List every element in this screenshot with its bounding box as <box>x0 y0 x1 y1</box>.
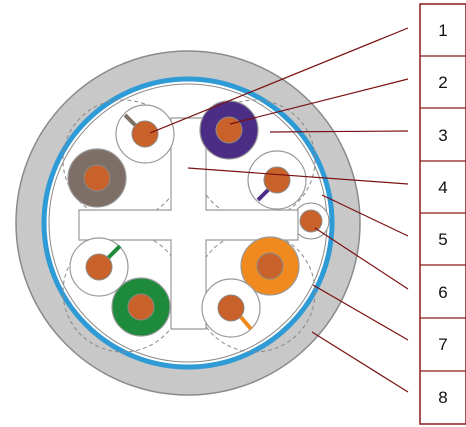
conductor-brown <box>67 148 127 208</box>
label-2: 2 <box>438 73 447 92</box>
label-3: 3 <box>438 126 447 145</box>
leader-lines <box>149 27 409 393</box>
leader-line-3 <box>269 130 409 133</box>
label-7: 7 <box>438 335 447 354</box>
label-8: 8 <box>438 388 447 407</box>
label-5: 5 <box>438 230 447 249</box>
drain-wire <box>299 209 323 233</box>
leader-line-5 <box>321 194 409 237</box>
leader-line-4 <box>187 167 409 185</box>
label-4: 4 <box>438 178 447 197</box>
conductor-white-purple <box>247 150 307 210</box>
label-table: 1 2 3 4 5 6 7 8 <box>419 3 466 425</box>
conductor-white-brown <box>115 104 175 164</box>
label-1: 1 <box>438 21 447 40</box>
leader-line-2 <box>229 78 409 125</box>
conductor-green <box>111 277 171 337</box>
conductor-purple <box>199 100 259 160</box>
leader-line-8 <box>311 331 409 393</box>
conductor-white-green <box>69 237 129 297</box>
conductor-white-orange <box>201 278 261 338</box>
leader-line-7 <box>312 284 409 341</box>
leader-line-1 <box>149 27 409 134</box>
label-6: 6 <box>438 283 447 302</box>
cross-separator <box>78 117 299 330</box>
conductor-orange <box>240 236 300 296</box>
leader-line-6 <box>314 227 409 290</box>
